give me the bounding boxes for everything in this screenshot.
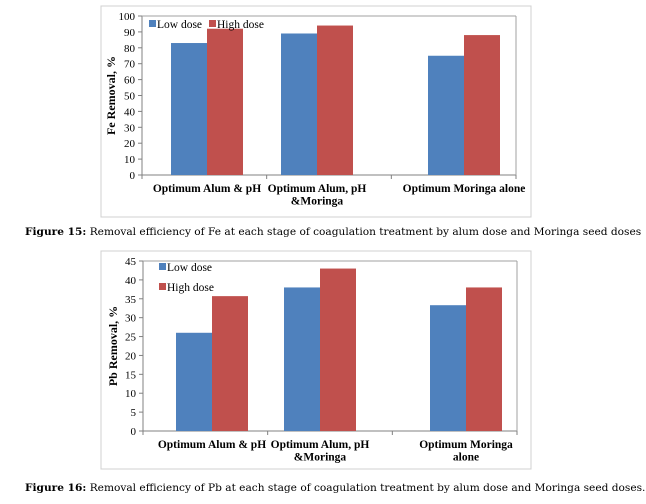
- chart-frame: [100, 250, 532, 470]
- x-category-label: Optimum Alum, pH: [268, 183, 367, 195]
- x-category-label: Optimum Alum & pH: [153, 183, 261, 195]
- y-tick-label: 10: [125, 388, 137, 400]
- legend-swatch: [159, 283, 166, 290]
- x-category-label: Optimum Moringa alone: [403, 183, 526, 195]
- legend-swatch: [149, 20, 156, 27]
- bar: [428, 55, 464, 175]
- bar: [317, 25, 353, 175]
- legend-swatch: [159, 263, 166, 270]
- figure-16-label: Figure 16:: [25, 482, 87, 494]
- y-tick-label: 45: [125, 256, 137, 268]
- bar: [464, 35, 500, 175]
- figure-16-caption: Figure 16: Removal efficiency of Pb at e…: [25, 482, 645, 494]
- figure-15-text: Removal efficiency of Fe at each stage o…: [86, 226, 642, 238]
- y-tick-label: 0: [131, 426, 137, 438]
- x-category-label: Optimum Moringa: [419, 439, 513, 451]
- y-tick-label: 30: [125, 313, 137, 325]
- y-tick-label: 25: [125, 332, 137, 344]
- bar: [466, 287, 502, 431]
- x-category-label: Optimum Alum, pH: [271, 439, 370, 451]
- y-tick-label: 60: [124, 75, 136, 87]
- y-tick-label: 100: [119, 11, 136, 23]
- y-tick-label: 10: [124, 154, 136, 166]
- y-axis-label: Pb Removal, %: [106, 306, 120, 386]
- y-tick-label: 50: [124, 91, 136, 103]
- y-tick-label: 30: [124, 122, 136, 134]
- x-category-label: &Moringa: [291, 196, 344, 208]
- y-axis-label: Fe Removal, %: [104, 56, 118, 135]
- bar: [320, 268, 356, 431]
- figure-16-text: Removal efficiency of Pb at each stage o…: [86, 482, 646, 494]
- legend-swatch: [209, 20, 216, 27]
- y-tick-label: 20: [125, 350, 137, 362]
- x-category-label: Optimum Alum & pH: [158, 439, 266, 451]
- bar: [284, 287, 320, 431]
- legend-label: Low dose: [157, 19, 202, 31]
- bar: [176, 332, 212, 431]
- y-tick-label: 70: [124, 59, 136, 71]
- y-tick-label: 80: [124, 43, 136, 55]
- y-tick-label: 35: [125, 294, 137, 306]
- y-tick-label: 40: [124, 106, 136, 118]
- chart-frame: [100, 5, 532, 218]
- bar: [430, 305, 466, 431]
- y-tick-label: 0: [130, 170, 136, 182]
- y-tick-label: 15: [125, 369, 137, 381]
- figure-15-caption: Figure 15: Removal efficiency of Fe at e…: [25, 226, 641, 238]
- x-category-label: alone: [453, 452, 479, 464]
- y-tick-label: 5: [131, 407, 137, 419]
- y-tick-label: 40: [125, 275, 137, 287]
- figure-15-label: Figure 15:: [25, 226, 87, 238]
- bar: [212, 296, 248, 431]
- y-tick-label: 20: [124, 138, 136, 150]
- y-tick-label: 90: [124, 27, 136, 39]
- bar: [281, 33, 317, 175]
- legend-label: High dose: [167, 282, 214, 294]
- legend-label: High dose: [217, 19, 264, 31]
- bar: [207, 28, 243, 175]
- x-category-label: &Moringa: [294, 452, 347, 464]
- legend-label: Low dose: [167, 262, 212, 274]
- bar: [171, 43, 207, 175]
